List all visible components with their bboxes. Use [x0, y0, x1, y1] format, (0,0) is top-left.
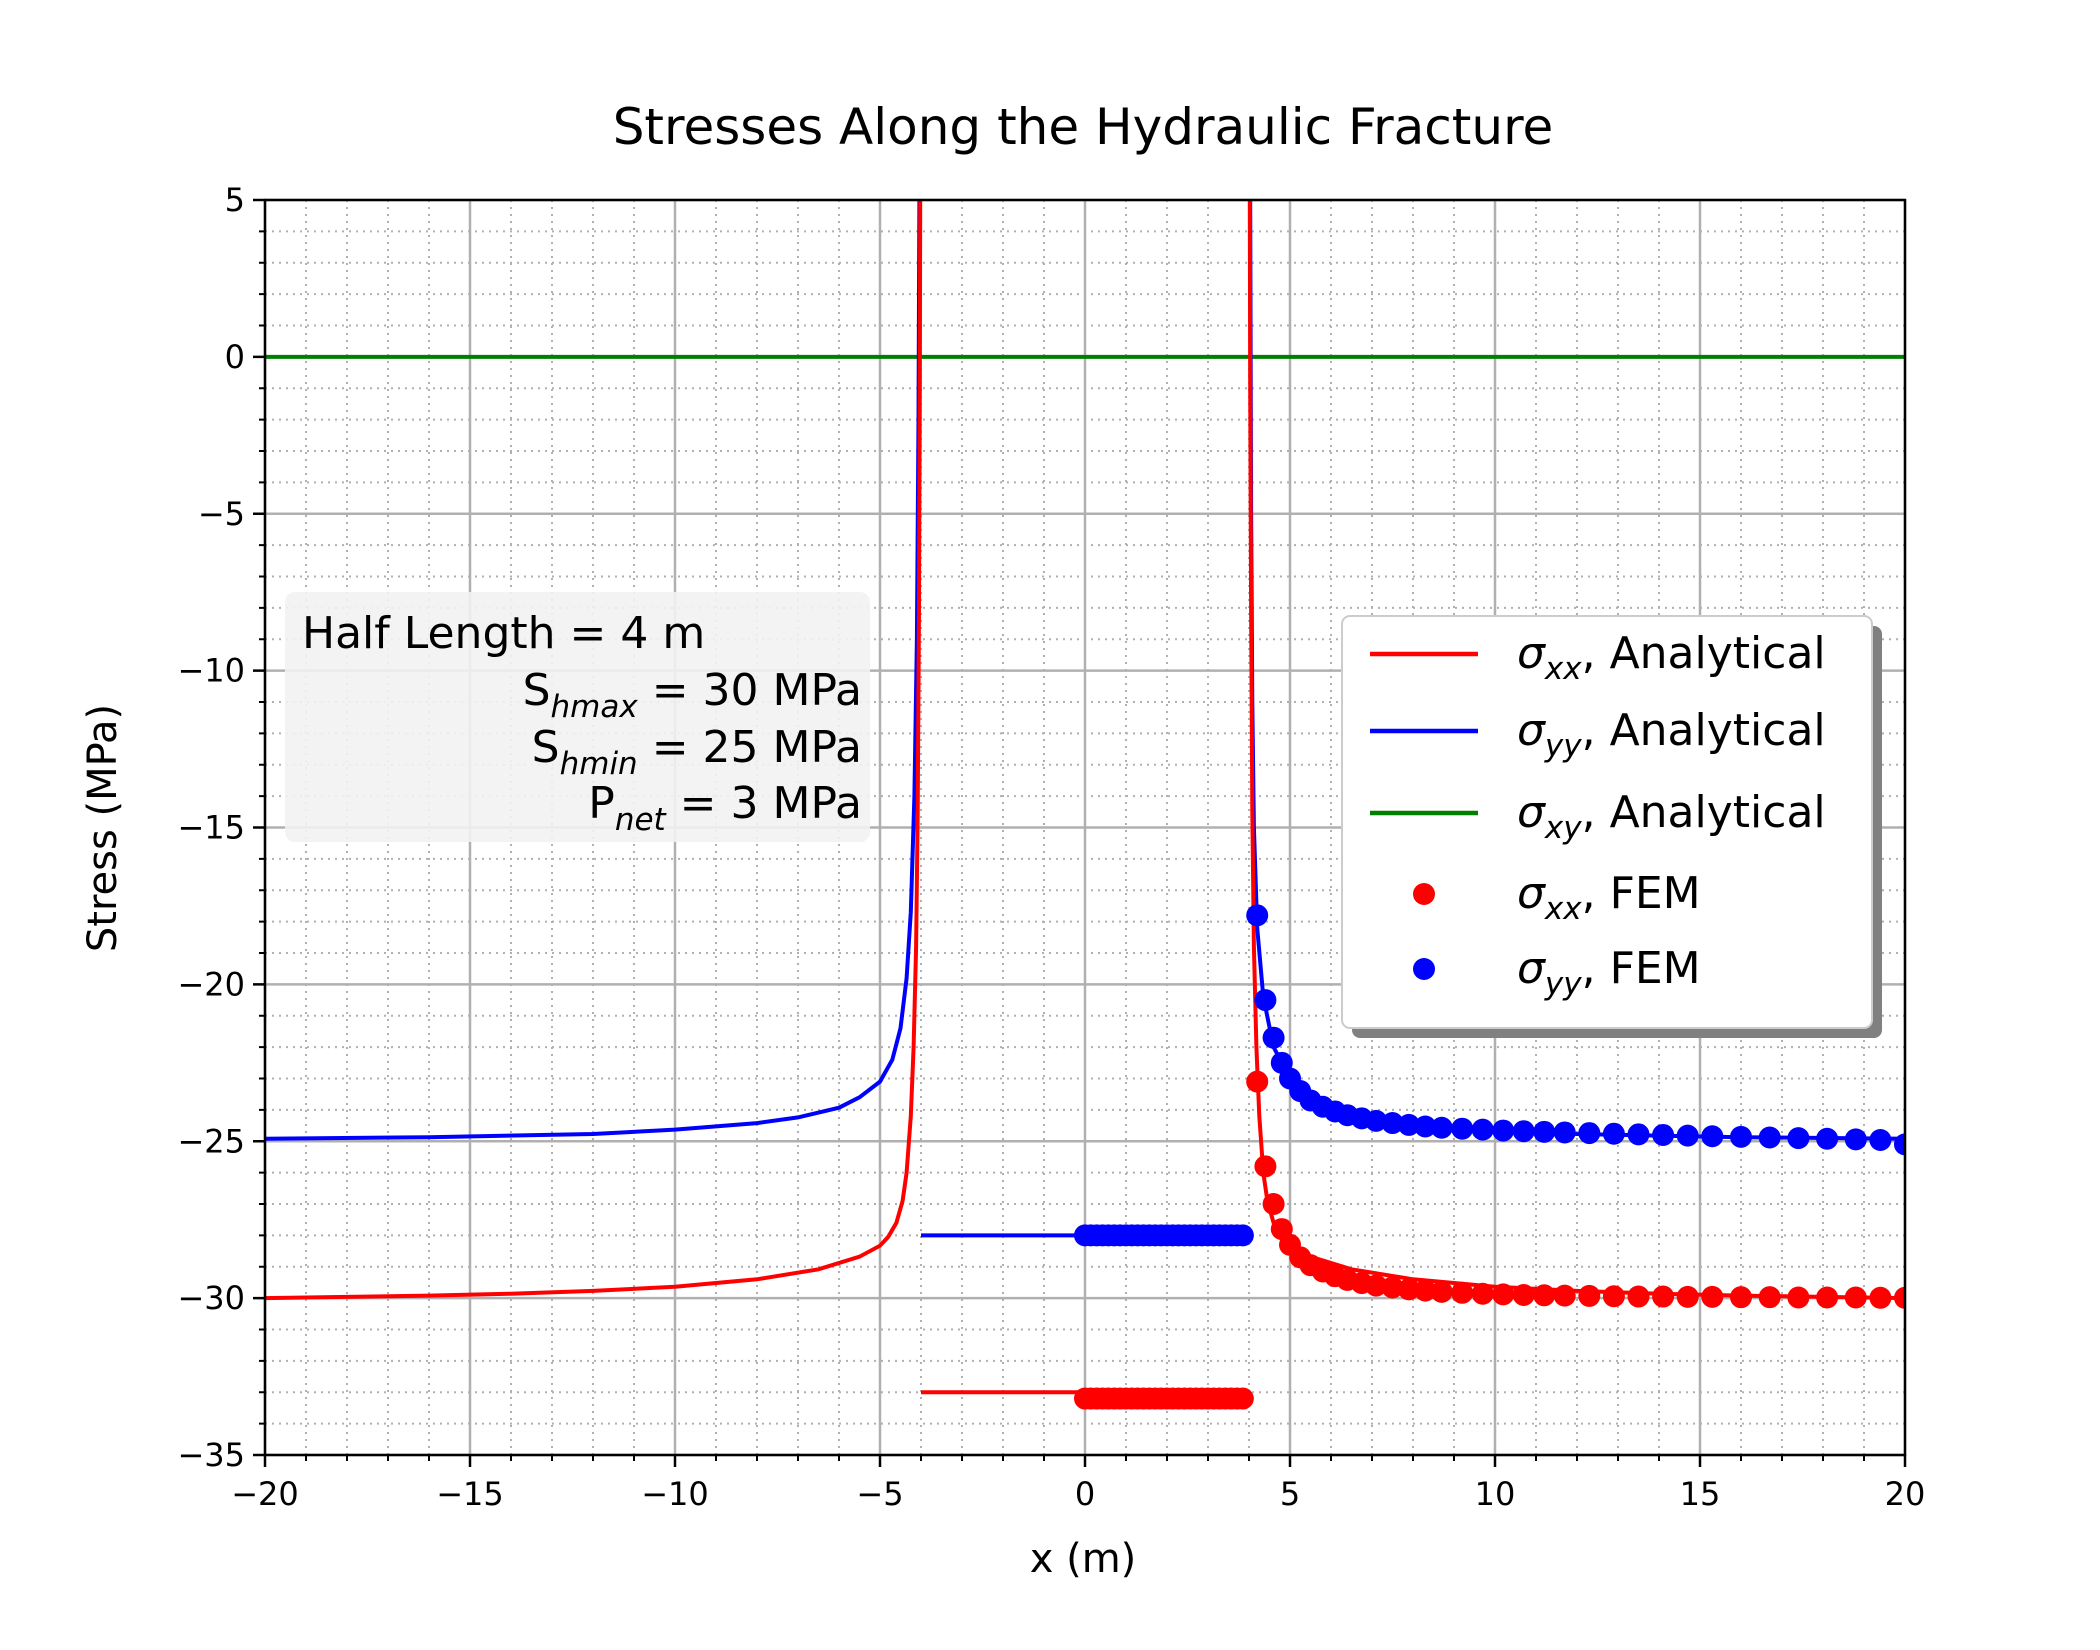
- y-tick-label: −5: [198, 495, 245, 533]
- fem-sigma-xx-point: [1262, 1193, 1285, 1215]
- fem-sigma-yy-point: [1730, 1125, 1752, 1148]
- fem-sigma-yy-point: [1816, 1127, 1839, 1150]
- series-sigma-xx-analytical-left: [265, 200, 923, 1301]
- fem-sigma-yy-point: [1231, 1224, 1254, 1247]
- fem-sigma-xx-point: [1844, 1286, 1867, 1309]
- fem-sigma-xx-point: [1254, 1155, 1277, 1178]
- fem-sigma-yy-point: [1246, 904, 1269, 927]
- fem-sigma-xx-point: [1553, 1284, 1576, 1307]
- parameter-line: Shmax = 30 MPa: [523, 665, 862, 725]
- fem-sigma-xx-point: [1894, 1286, 1905, 1309]
- fem-sigma-yy-point: [1381, 1112, 1404, 1135]
- legend-entry: σxx, FEM: [1517, 868, 1701, 927]
- parameter-line: Half Length = 4 m: [302, 608, 705, 659]
- fem-sigma-yy-point: [1844, 1128, 1867, 1151]
- fem-sigma-yy-point: [1397, 1113, 1420, 1136]
- fem-sigma-xx-point: [1246, 1070, 1269, 1093]
- fem-sigma-xx-point: [1492, 1283, 1515, 1306]
- series-sigma-yy-analytical-left: [265, 200, 922, 1141]
- y-tick-label: −15: [177, 809, 245, 847]
- fem-sigma-yy-point: [1578, 1122, 1601, 1145]
- fem-sigma-xx-point: [1602, 1285, 1625, 1308]
- fem-sigma-yy-point: [1602, 1122, 1625, 1145]
- fem-sigma-yy-point: [1471, 1118, 1494, 1141]
- legend-entry: σxx, Analytical: [1517, 628, 1826, 687]
- parameter-line: Shmin = 25 MPa: [532, 722, 862, 782]
- fem-sigma-xx-point: [1578, 1284, 1601, 1307]
- fem-sigma-yy-point: [1262, 1026, 1285, 1049]
- fem-sigma-xx-point: [1397, 1278, 1420, 1301]
- fem-sigma-yy-point: [1430, 1116, 1453, 1139]
- x-tick-label: 0: [1075, 1475, 1095, 1513]
- y-tick-label: −10: [177, 652, 245, 690]
- fem-sigma-xx-point: [1414, 1279, 1437, 1302]
- fem-sigma-xx-point: [1701, 1285, 1724, 1308]
- x-tick-label: 20: [1885, 1475, 1926, 1513]
- fem-sigma-yy-point: [1627, 1123, 1650, 1146]
- ticks: −20 −15 −10 −5 0 5 10 15 20 5 0 −5 −10 −15 −20 −25 −30 −3…: [177, 181, 1925, 1513]
- legend-entry: σyy, Analytical: [1517, 705, 1826, 764]
- fem-sigma-yy-point: [1254, 989, 1277, 1012]
- parameters-box-bg: [285, 592, 870, 842]
- fem-sigma-yy-point: [1451, 1117, 1474, 1140]
- fem-sigma-xx-point: [1652, 1285, 1675, 1308]
- fem-sigma-xx-point: [1676, 1285, 1699, 1308]
- fem-sigma-yy-point: [1414, 1115, 1437, 1138]
- x-tick-label: −20: [231, 1475, 299, 1513]
- fem-sigma-yy-point: [1512, 1120, 1535, 1143]
- fem-sigma-xx-point: [1816, 1286, 1839, 1309]
- fem-sigma-xx-point: [1533, 1284, 1556, 1307]
- x-tick-label: −5: [856, 1475, 903, 1513]
- fem-sigma-xx-point: [1365, 1274, 1388, 1297]
- x-tick-label: −10: [641, 1475, 709, 1513]
- fem-sigma-xx-point: [1869, 1286, 1892, 1309]
- y-tick-label: −30: [177, 1279, 245, 1317]
- fem-sigma-yy-point: [1894, 1133, 1905, 1156]
- fem-sigma-xx-point: [1758, 1286, 1781, 1309]
- fem-sigma-yy-point: [1652, 1123, 1675, 1146]
- fem-sigma-xx-point: [1231, 1387, 1254, 1410]
- fem-sigma-yy-point: [1365, 1109, 1388, 1132]
- x-tick-label: 10: [1475, 1475, 1516, 1513]
- y-tick-label: 0: [225, 338, 245, 376]
- y-tick-label: −35: [177, 1436, 245, 1474]
- y-tick-label: −20: [177, 965, 245, 1003]
- x-axis-label: x (m): [1030, 1536, 1137, 1582]
- fem-sigma-yy-point: [1869, 1128, 1892, 1151]
- fem-sigma-xx-point: [1730, 1286, 1752, 1309]
- fem-sigma-xx-point: [1451, 1281, 1474, 1304]
- fem-sigma-yy-point: [1758, 1126, 1781, 1149]
- legend-marker-swatch: [1413, 958, 1435, 980]
- fem-sigma-yy-point: [1676, 1124, 1699, 1147]
- x-tick-label: 15: [1680, 1475, 1721, 1513]
- fem-sigma-xx-point: [1512, 1283, 1535, 1306]
- fem-sigma-xx-point: [1381, 1276, 1404, 1299]
- y-tick-label: 5: [225, 181, 245, 219]
- y-tick-label: −25: [177, 1122, 245, 1160]
- plot-area: [265, 200, 1905, 1410]
- fem-sigma-xx-point: [1471, 1282, 1494, 1305]
- fem-sigma-yy-point: [1701, 1125, 1724, 1148]
- fem-sigma-yy-point: [1492, 1119, 1515, 1142]
- fem-sigma-xx-point: [1430, 1280, 1453, 1303]
- legend-entry: σyy, FEM: [1517, 943, 1701, 1002]
- fem-sigma-yy-point: [1533, 1120, 1556, 1143]
- chart-title: Stresses Along the Hydraulic Fracture: [613, 98, 1554, 156]
- legend-entry: σxy, Analytical: [1517, 787, 1826, 846]
- fem-sigma-yy-point: [1553, 1121, 1576, 1144]
- legend-box: [1341, 615, 1873, 1029]
- y-axis-label: Stress (MPa): [80, 704, 126, 952]
- legend: σxx, Analytical σyy, Analytical σxy, Analy…: [1341, 615, 1882, 1038]
- parameter-line: Pnet = 3 MPa: [588, 778, 862, 838]
- fem-sigma-xx-point: [1787, 1286, 1810, 1309]
- legend-marker-swatch: [1413, 883, 1435, 905]
- fem-sigma-yy-point: [1787, 1127, 1810, 1150]
- fem-sigma-xx-point: [1627, 1285, 1650, 1308]
- x-tick-label: 5: [1280, 1475, 1300, 1513]
- x-tick-label: −15: [436, 1475, 504, 1513]
